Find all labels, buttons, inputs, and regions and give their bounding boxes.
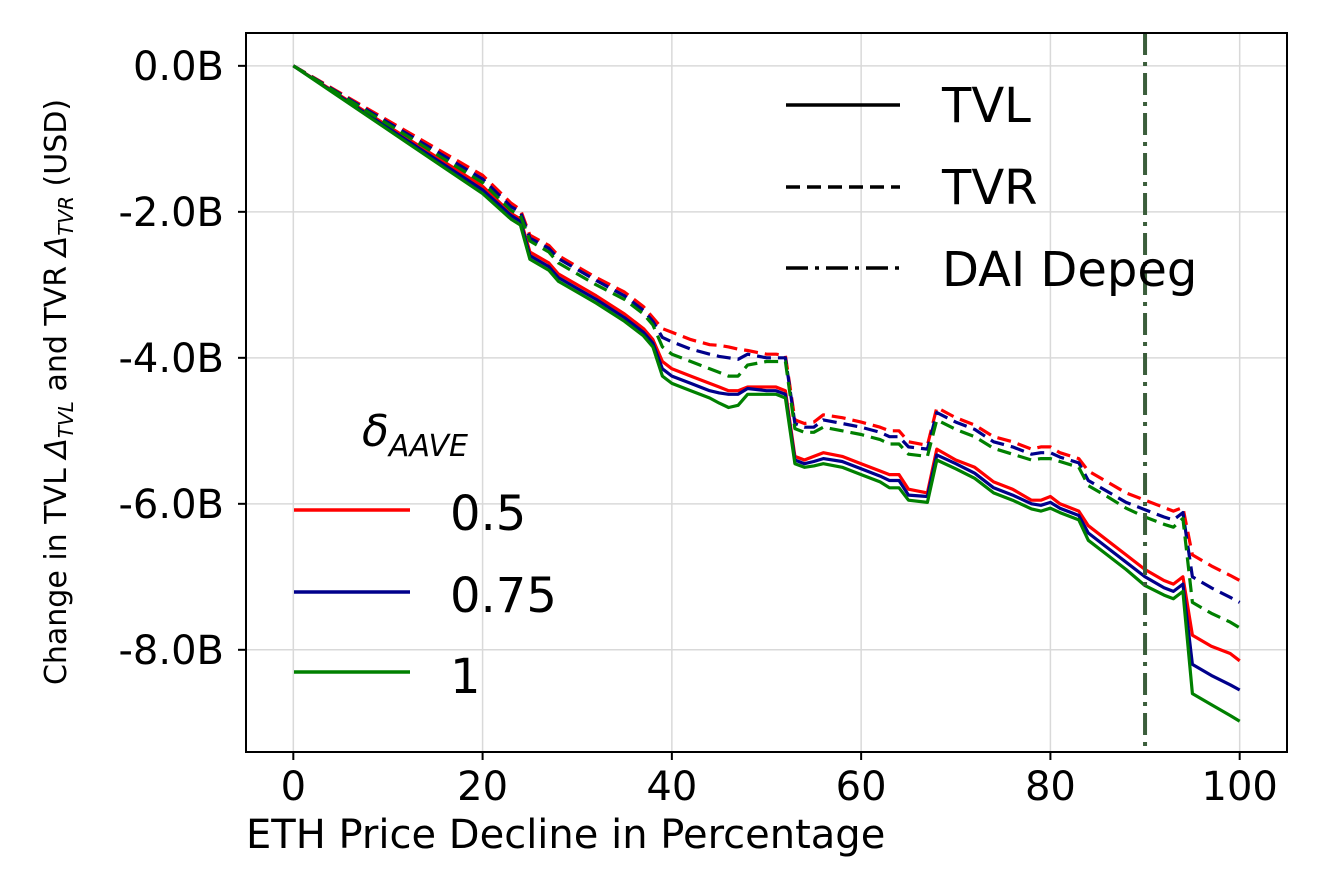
y-axis-title-part-2: and TVR xyxy=(39,256,74,401)
series-lines xyxy=(292,64,1241,723)
y-tick-label: -8.0B xyxy=(119,628,225,674)
color-legend-label-1: 1 xyxy=(450,649,481,705)
y-axis-title: Change in TVL ΔTVL and TVR ΔTVR (USD) xyxy=(39,99,78,685)
x-tick-label: 80 xyxy=(1025,764,1076,810)
legend-label-tvr: TVR xyxy=(941,160,1038,216)
color-legend: δAAVE 0.5 0.75 1 xyxy=(294,406,557,705)
y-axis-title-part-1: Change in TVL xyxy=(39,459,74,685)
legend-label-depeg: DAI Depeg xyxy=(942,242,1197,298)
x-axis-ticks: 0 20 40 60 80 100 xyxy=(281,752,1278,810)
y-axis-ticks: 0.0B -2.0B -4.0B -6.0B -8.0B xyxy=(119,44,246,674)
x-tick-label: 100 xyxy=(1202,764,1278,810)
y-tick-label: 0.0B xyxy=(133,44,224,90)
y-axis-title-delta-2: Δ xyxy=(39,236,74,259)
plot-frame xyxy=(245,32,1288,753)
legend-label-tvl: TVL xyxy=(941,78,1031,134)
series-line-tvl-1 xyxy=(292,64,1241,723)
series-line-tvr-1 xyxy=(292,64,1241,630)
y-axis-title-sub-2: TVR xyxy=(54,196,78,236)
x-tick-label: 0 xyxy=(281,764,306,810)
color-legend-title-sub: AAVE xyxy=(387,429,468,464)
series-line-tvl-0.75 xyxy=(292,64,1241,692)
y-axis-title-sub-1: TVL xyxy=(54,401,78,438)
style-legend: TVL TVR DAI Depeg xyxy=(786,78,1197,298)
series-line-tvr-0.75 xyxy=(292,64,1241,604)
series-line-tvl-0.5 xyxy=(292,64,1241,663)
color-legend-label-0.5: 0.5 xyxy=(450,486,526,542)
y-axis-title-part-3: (USD) xyxy=(39,99,74,196)
x-axis-title: ETH Price Decline in Percentage xyxy=(246,812,885,858)
x-tick-label: 40 xyxy=(646,764,697,810)
x-tick-label: 60 xyxy=(836,764,887,810)
series-line-tvr-0.5 xyxy=(292,64,1241,582)
y-axis-title-delta-1: Δ xyxy=(39,438,74,461)
y-tick-label: -4.0B xyxy=(119,336,225,382)
x-tick-label: 20 xyxy=(457,764,508,810)
color-legend-title: δAAVE xyxy=(362,406,468,464)
y-tick-label: -2.0B xyxy=(119,190,225,236)
color-legend-title-symbol: δ xyxy=(362,406,389,457)
y-tick-label: -6.0B xyxy=(119,482,225,528)
color-legend-label-0.75: 0.75 xyxy=(450,568,557,624)
